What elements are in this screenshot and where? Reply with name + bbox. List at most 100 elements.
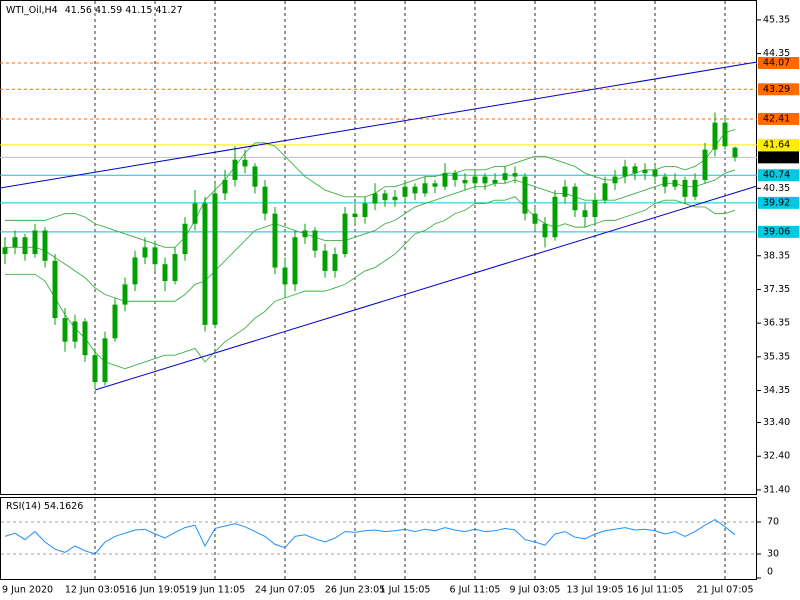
candle-body: [642, 169, 648, 174]
candle-body: [552, 196, 558, 238]
candle-body: [652, 169, 658, 177]
candle-body: [722, 122, 728, 147]
level-label-box: [758, 83, 799, 96]
level-label: 44.07: [763, 58, 790, 69]
candle-body: [632, 166, 638, 174]
y-tick-label: 33.40: [763, 417, 790, 428]
x-tick-label: 16 Jul 11:05: [627, 585, 684, 596]
x-tick-label: 6 Jul 11:05: [450, 585, 501, 596]
candle-body: [292, 237, 298, 285]
candle-body: [732, 147, 738, 158]
low: 41.15: [125, 5, 152, 16]
levels: [0, 62, 757, 233]
candle-body: [452, 173, 458, 180]
candle-body: [542, 223, 548, 238]
grid: [94, 1, 726, 579]
candle-body: [192, 203, 198, 224]
candle-body: [442, 173, 448, 187]
rsi-plot: [1, 519, 757, 555]
x-tick-label: 21 Jul 07:05: [697, 585, 754, 596]
candle-body: [272, 213, 278, 268]
candle-body: [182, 223, 188, 255]
level-label: 40.74: [763, 170, 790, 181]
rsi-tick-label: 0: [767, 567, 773, 578]
candle-body: [362, 203, 368, 218]
candle-body: [2, 247, 8, 255]
x-tick-label: 24 Jun 07:05: [255, 585, 315, 596]
close: 41.27: [155, 5, 182, 16]
candle-body: [402, 186, 408, 197]
symbol: WTI_Oil,H4: [6, 5, 58, 16]
level-label-box: [758, 196, 799, 209]
candle-body: [92, 355, 98, 383]
candle-body: [152, 247, 158, 265]
x-tick-label: 16 Jun 19:05: [125, 585, 185, 596]
level-label: 42.41: [763, 113, 790, 124]
candle-body: [572, 186, 578, 211]
candle-body: [472, 176, 478, 184]
candle-body: [202, 203, 208, 325]
candle-body: [682, 179, 688, 197]
candle-body: [462, 179, 468, 184]
candle-body: [172, 254, 178, 282]
y-tick-label: 38.35: [763, 250, 790, 261]
candle-body: [102, 338, 108, 383]
candle-body: [592, 200, 598, 218]
candle-body: [12, 237, 18, 248]
price-label: 41.27: [763, 152, 790, 163]
price-plot: [2, 112, 738, 389]
candle-body: [392, 196, 398, 201]
y-tick-label: 37.35: [763, 284, 790, 295]
candle-body: [142, 247, 148, 258]
candle-body: [262, 186, 268, 214]
candle-body: [162, 264, 168, 282]
y-tick-label: 44.35: [763, 48, 790, 59]
high: 41.59: [95, 5, 122, 16]
x-tick-label: 13 Jul 19:05: [567, 585, 624, 596]
candle-body: [692, 179, 698, 197]
x-tick-label: 26 Jun 23:05: [325, 585, 385, 596]
level-label: 41.64: [763, 139, 790, 150]
candle-body: [662, 176, 668, 187]
y-tick-label: 35.35: [763, 351, 790, 362]
level-label-box: [758, 225, 799, 238]
candle-body: [252, 166, 258, 187]
x-tick-label: 1 Jul 15:05: [380, 585, 431, 596]
level-label: 43.29: [763, 84, 790, 95]
x-tick-label: 12 Jun 03:05: [65, 585, 125, 596]
y-tick-label: 34.35: [763, 385, 790, 396]
x-tick-label: 9 Jun 2020: [2, 585, 53, 596]
rsi-line: [4, 519, 736, 555]
candle-body: [502, 173, 508, 180]
rsi-title: RSI(14) 54.1626: [6, 501, 83, 512]
candle-body: [562, 186, 568, 197]
candle-body: [412, 186, 418, 194]
level-label-box: [758, 112, 799, 125]
candle-body: [372, 193, 378, 204]
candle-body: [322, 250, 328, 271]
level-label: 39.92: [763, 197, 790, 208]
rsi-tick-label: 70: [767, 517, 779, 528]
candle-body: [382, 193, 388, 201]
candle-body: [282, 267, 288, 285]
level-label-box: [758, 169, 799, 182]
rsi-name: RSI(14): [6, 501, 41, 512]
candle-body: [312, 230, 318, 251]
y-tick-label: 40.35: [763, 183, 790, 194]
candle-body: [22, 237, 28, 255]
candle-body: [222, 179, 228, 194]
candle-body: [482, 176, 488, 184]
candle-body: [122, 284, 128, 305]
candle-body: [112, 304, 118, 339]
candle-body: [52, 260, 58, 319]
level-label-box: [758, 57, 799, 70]
y-tick-label: 36.35: [763, 318, 790, 329]
candle-body: [72, 321, 78, 342]
candle-body: [522, 176, 528, 214]
trend-line: [94, 185, 758, 391]
candle-body: [42, 230, 48, 261]
level-label-box: [758, 138, 799, 151]
candle-body: [62, 318, 68, 342]
